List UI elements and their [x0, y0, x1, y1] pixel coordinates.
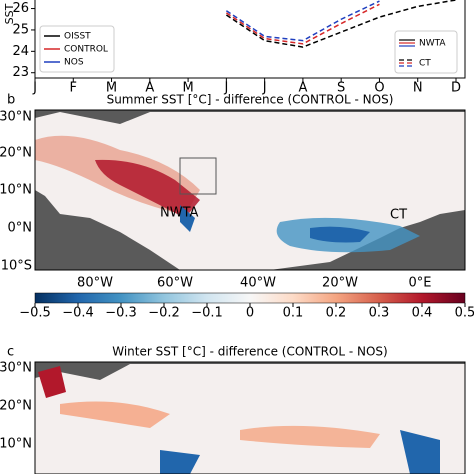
legend	[39, 25, 115, 73]
panel-label: b	[7, 93, 15, 108]
lon-label: 20°W	[322, 276, 358, 291]
x-tick-label: J	[32, 81, 37, 96]
annotation: CT	[390, 208, 407, 223]
x-tick-label: O	[374, 81, 384, 96]
colorbar-tick-label: −0.4	[62, 306, 94, 321]
x-tick-label: A	[298, 81, 307, 96]
style-legend-label: CT	[419, 59, 431, 69]
colorbar-tick-label: −0.5	[19, 306, 51, 321]
x-tick-label: M	[106, 81, 117, 96]
lon-label: 60°W	[157, 276, 193, 291]
y-axis-label: SST	[3, 3, 16, 24]
y-tick-label: 26	[12, 1, 29, 16]
lon-label: 40°W	[240, 276, 276, 291]
lat-label: 20°N	[0, 146, 32, 161]
map-title: Winter SST [°C] - difference (CONTROL - …	[112, 345, 387, 359]
colorbar-tick-label: 0.2	[326, 306, 347, 321]
lon-label: 80°W	[77, 276, 113, 291]
legend-label: OISST	[64, 32, 91, 42]
colorbar-tick-label: −0.3	[105, 306, 137, 321]
x-tick-label: S	[337, 81, 345, 96]
y-tick-label: 23	[12, 65, 29, 80]
panel-label: c	[7, 345, 14, 360]
lat-label: 10°N	[0, 437, 32, 452]
x-tick-label: J	[262, 81, 267, 96]
y-tick-label: 25	[12, 22, 29, 37]
colorbar-tick-label: −0.1	[191, 306, 223, 321]
x-tick-label: J	[223, 81, 228, 96]
style-legend-label: NWTA	[419, 39, 446, 49]
colorbar-tick-label: 0	[246, 306, 254, 321]
x-tick-label: N	[413, 81, 423, 96]
map-frame	[34, 109, 466, 271]
legend-label: CONTROL	[64, 45, 108, 55]
map-b	[35, 110, 465, 270]
lon-label: 0°E	[409, 276, 432, 291]
y-tick-label: 24	[12, 44, 29, 59]
series-line	[225, 0, 380, 42]
series-line	[225, 3, 380, 45]
colorbar-tick-label: 0.1	[283, 306, 304, 321]
colorbar	[34, 292, 466, 304]
lat-label: 30°N	[0, 110, 32, 125]
lat-label: 0°N	[8, 221, 33, 236]
map-c	[35, 362, 465, 474]
colorbar-tick-label: 0.4	[412, 306, 433, 321]
annotation: NWTA	[160, 206, 199, 221]
legend-label: NOS	[64, 58, 84, 68]
lat-label: 20°N	[0, 399, 32, 414]
x-tick-label: F	[70, 81, 77, 96]
colorbar-tick-label: 0.3	[369, 306, 390, 321]
colorbar-tick-label: 0.5	[455, 306, 474, 321]
lat-label: 30°N	[0, 361, 32, 376]
lat-label: 10°S	[1, 259, 32, 274]
colorbar-tick-label: −0.2	[148, 306, 180, 321]
x-tick-label: M	[182, 81, 193, 96]
plot-frame	[34, 0, 466, 79]
map-frame	[34, 361, 466, 474]
x-tick-label: D	[451, 81, 461, 96]
map-title: Summer SST [°C] - difference (CONTROL - …	[107, 93, 394, 107]
x-tick-label: A	[145, 81, 154, 96]
lat-label: 10°N	[0, 183, 32, 198]
